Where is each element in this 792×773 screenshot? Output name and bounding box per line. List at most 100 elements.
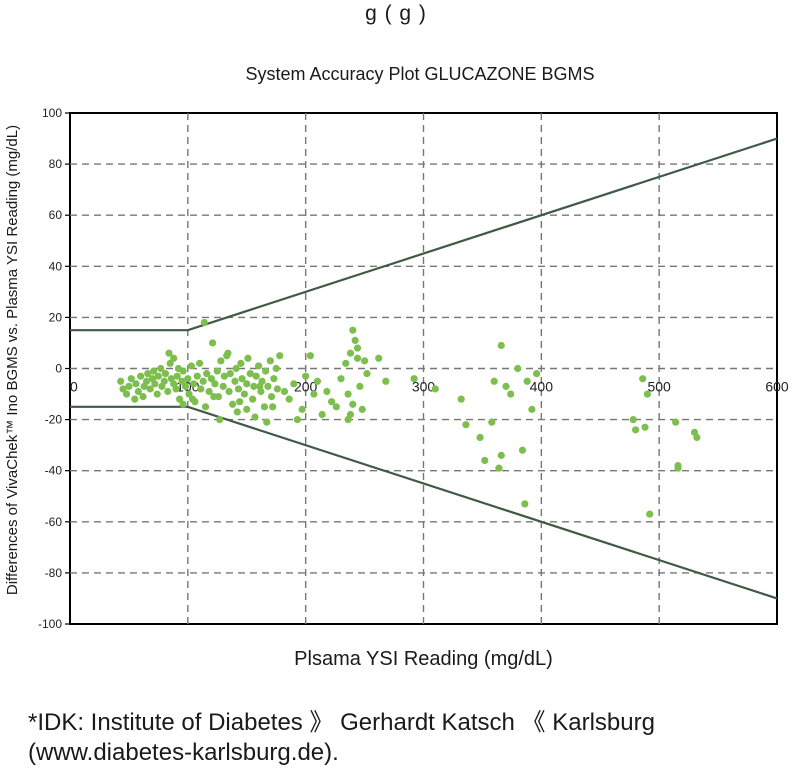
data-point — [137, 372, 145, 380]
x-tick-label: 400 — [530, 379, 554, 395]
data-point — [269, 403, 277, 411]
data-point — [173, 372, 181, 380]
data-point — [497, 451, 505, 459]
footnote: *IDK: Institute of Diabetes 》 Gerhardt K… — [28, 708, 788, 768]
data-point — [249, 395, 257, 403]
data-point — [164, 387, 172, 396]
data-point — [161, 370, 170, 378]
y-tick-label: 20 — [49, 310, 63, 324]
data-point — [234, 385, 243, 393]
data-point — [236, 398, 244, 406]
data-point — [119, 385, 127, 393]
data-point — [518, 446, 527, 454]
data-point — [490, 377, 498, 385]
data-point — [142, 377, 151, 385]
data-point — [353, 354, 362, 362]
x-tick-label: 600 — [765, 379, 789, 395]
data-point — [166, 359, 174, 367]
data-point — [134, 387, 142, 396]
data-point — [462, 421, 470, 429]
data-point — [172, 385, 180, 393]
data-point — [200, 318, 208, 327]
data-point — [190, 380, 198, 388]
data-point — [122, 390, 131, 398]
data-point — [344, 390, 352, 398]
accuracy-bound-lines — [70, 137, 778, 600]
data-point — [481, 456, 489, 465]
data-point — [153, 390, 161, 398]
data-point — [323, 387, 331, 396]
data-point — [165, 349, 173, 357]
data-point — [240, 390, 248, 398]
data-point — [306, 352, 314, 360]
data-point — [270, 375, 278, 383]
y-tick-label: 40 — [49, 259, 63, 273]
data-point — [208, 339, 217, 347]
y-tick-label: 0 — [55, 362, 62, 376]
data-point — [146, 385, 154, 393]
data-point — [353, 344, 362, 352]
x-tick-label: 500 — [647, 379, 671, 395]
data-point — [310, 390, 318, 398]
data-point — [151, 380, 159, 388]
x-tick-label: 300 — [412, 379, 436, 395]
footnote-line-1: *IDK: Institute of Diabetes 》 Gerhardt K… — [28, 709, 655, 736]
y-tick-label: -100 — [38, 617, 62, 631]
y-tick-label: -40 — [45, 464, 63, 478]
data-point — [125, 382, 133, 390]
data-point — [262, 367, 270, 375]
y-tick-label: 60 — [49, 208, 63, 222]
data-point — [523, 377, 531, 385]
data-point — [674, 464, 682, 472]
data-point — [184, 375, 192, 383]
data-point — [205, 387, 213, 396]
data-point — [298, 405, 306, 413]
data-point — [238, 375, 246, 383]
data-point — [346, 349, 355, 357]
data-point — [356, 382, 364, 390]
data-point — [243, 405, 251, 413]
data-point — [179, 400, 187, 408]
data-point — [251, 413, 259, 421]
data-point — [293, 416, 302, 424]
data-point — [528, 405, 536, 413]
data-point — [327, 398, 336, 406]
data-point — [203, 370, 211, 378]
data-point — [224, 349, 232, 357]
y-tick-label: -60 — [45, 515, 63, 529]
data-point — [272, 364, 280, 373]
data-point — [313, 377, 322, 385]
data-point — [219, 382, 227, 390]
data-point — [144, 370, 152, 378]
y-axis-label: Differences of VivaChek™ Ino BGMS vs. Pl… — [4, 124, 21, 596]
lower-bound-line — [70, 405, 778, 600]
data-point — [157, 364, 165, 373]
data-point — [185, 390, 193, 398]
data-point — [160, 377, 168, 385]
data-point — [244, 354, 252, 362]
data-point — [349, 326, 357, 334]
data-point — [410, 375, 418, 383]
x-axis-label: Plsama YSI Reading (mg/dL) — [294, 648, 553, 670]
upper-bound-line — [70, 137, 778, 332]
y-tick-label: 80 — [49, 157, 63, 171]
x-tick-label: 0 — [70, 379, 78, 395]
data-point — [187, 362, 195, 370]
data-point — [285, 395, 293, 403]
data-point — [276, 352, 284, 360]
data-point — [256, 382, 264, 390]
data-point — [226, 370, 234, 378]
data-point — [254, 362, 263, 370]
data-point — [232, 364, 240, 373]
data-point — [273, 385, 281, 393]
data-point — [139, 393, 147, 401]
data-point — [117, 377, 125, 385]
data-point — [495, 464, 503, 472]
data-point — [127, 375, 135, 383]
data-point — [502, 382, 510, 390]
data-point — [175, 395, 184, 403]
chart-title: System Accuracy Plot GLUCAZONE BGMS — [245, 64, 595, 84]
data-point — [178, 377, 186, 385]
y-tick-labels: 100 80 60 40 20 0 -20 -40 -60 -80 -100 — [38, 106, 70, 631]
